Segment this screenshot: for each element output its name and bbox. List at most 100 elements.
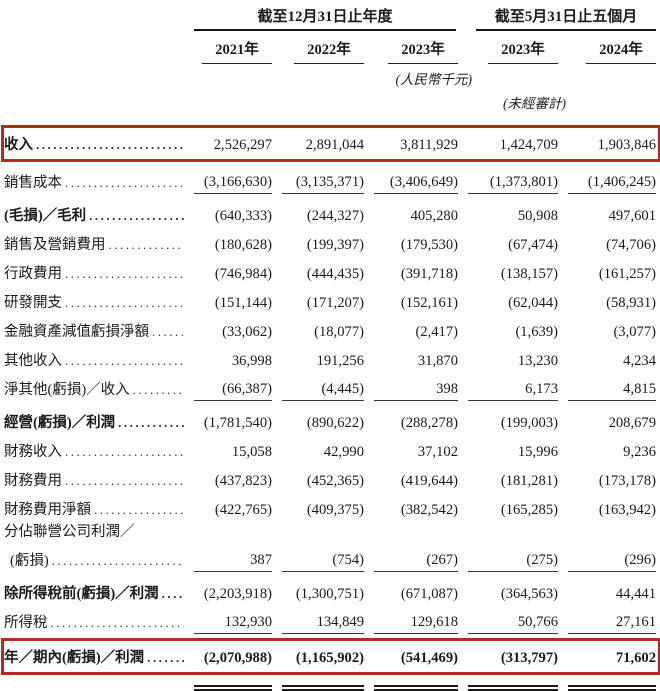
value-2021: 387 xyxy=(194,552,272,572)
dot-leader: ........................................… xyxy=(94,502,184,517)
value-2023: 129,618 xyxy=(374,614,458,634)
double-underline xyxy=(282,678,364,691)
value-2022: (244,327) xyxy=(306,208,364,224)
double-underline xyxy=(194,678,272,691)
value-2023-5m: (67,474) xyxy=(508,237,558,253)
row-label: 分佔聯營公司利潤／ xyxy=(4,524,135,540)
value-2021: 36,998 xyxy=(231,353,272,369)
highlight-box: 收入......................................… xyxy=(1,125,660,162)
value-2023: (179,530) xyxy=(400,237,458,253)
row-label: 財務費用淨額..................................… xyxy=(4,498,184,521)
value-2022: (199,397) xyxy=(306,237,364,253)
table-row: 淨其他(虧損)／收入..............................… xyxy=(4,372,658,401)
row-label: 除所得稅前(虧損)／利潤............................… xyxy=(4,582,184,605)
value-2023-5m: (313,797) xyxy=(500,650,558,666)
value-2023-5m: (1,373,801) xyxy=(468,174,558,194)
value-2022: (18,077) xyxy=(314,324,364,340)
dot-leader: ........................................… xyxy=(132,382,184,397)
value-2024-5m: (3,077) xyxy=(613,324,656,340)
table-row: 經營(虧損)／利潤...............................… xyxy=(4,405,658,434)
row-label: 銷售成本....................................… xyxy=(4,175,184,191)
value-2022: (1,165,902) xyxy=(295,650,364,666)
value-2023-5m: 13,230 xyxy=(517,353,558,369)
double-underline-row xyxy=(4,678,658,691)
table-row: 年／期內(虧損)／利潤.............................… xyxy=(4,643,658,669)
table-header-years: 2021年 2022年 2023年 2023年 2024年 xyxy=(4,38,658,64)
row-label: 金融資產減值虧損淨額..............................… xyxy=(4,320,184,343)
table-row: 研發開支....................................… xyxy=(4,285,658,314)
double-underline xyxy=(374,678,458,691)
double-underline xyxy=(568,678,656,691)
value-2021: (180,628) xyxy=(214,237,272,253)
year-header-2021: 2021年 xyxy=(202,38,272,64)
value-2023: (541,469) xyxy=(400,650,458,666)
value-2024-5m: 497,601 xyxy=(608,208,656,224)
value-2024-5m: (296) xyxy=(568,552,656,572)
row-label: 行政費用....................................… xyxy=(4,266,184,282)
value-2023: 3,811,929 xyxy=(400,137,458,153)
value-2023: (2,417) xyxy=(415,324,458,340)
value-2023: (419,644) xyxy=(400,473,458,489)
value-2021: (3,166,630) xyxy=(194,174,272,194)
value-2023-5m: (199,003) xyxy=(500,415,558,431)
value-2024-5m: 44,441 xyxy=(615,586,656,602)
value-2023-5m: (1,639) xyxy=(515,324,558,340)
row-label: 財務收入....................................… xyxy=(4,444,184,460)
table-row: (虧損)....................................… xyxy=(4,543,658,572)
value-2023: (391,718) xyxy=(400,266,458,282)
value-2024-5m: 1,903,846 xyxy=(597,137,656,153)
value-2022: (3,135,371) xyxy=(282,174,364,194)
value-2022: (409,375) xyxy=(306,502,364,518)
table-row: 所得稅.....................................… xyxy=(4,605,658,634)
value-2023: (3,406,649) xyxy=(374,174,458,194)
value-2021: 132,930 xyxy=(194,614,272,634)
dot-leader: ........................................… xyxy=(36,137,184,152)
value-2023: (267) xyxy=(374,552,458,572)
value-2023: (382,542) xyxy=(400,502,458,518)
currency-note: (人民幣千元) xyxy=(395,72,473,87)
dot-leader: ........................................… xyxy=(89,208,184,223)
value-2024-5m: (163,942) xyxy=(598,502,656,518)
currency-note-row: (人民幣千元) xyxy=(4,64,658,88)
value-2023: 398 xyxy=(374,381,458,401)
table-row: 其他收入....................................… xyxy=(4,343,658,372)
value-2023: 31,870 xyxy=(417,353,458,369)
dot-leader: ........................................… xyxy=(65,295,184,310)
dot-leader: ........................................… xyxy=(65,353,184,368)
dot-leader: ........................................… xyxy=(147,650,184,665)
value-2022: 2,891,044 xyxy=(305,137,364,153)
year-header-2023: 2023年 xyxy=(388,38,458,64)
value-2023-5m: (62,044) xyxy=(508,295,558,311)
header-group-annual: 截至12月31日止年度 xyxy=(194,5,456,31)
table-row: (毛損)／毛利.................................… xyxy=(4,198,658,227)
value-2022: 191,256 xyxy=(316,353,364,369)
value-2023-5m: (275) xyxy=(468,552,558,572)
value-2024-5m: (74,706) xyxy=(606,237,656,253)
table-row: 財務費用....................................… xyxy=(4,463,658,492)
table-row: 財務收入....................................… xyxy=(4,434,658,463)
value-2021: (33,062) xyxy=(222,324,272,340)
value-2023-5m: 50,766 xyxy=(468,614,558,634)
value-2024-5m: (1,406,245) xyxy=(568,174,656,194)
year-header-2023-interim: 2023年 xyxy=(488,38,558,64)
value-2024-5m: 4,234 xyxy=(623,353,656,369)
dot-leader: ........................................… xyxy=(65,444,184,459)
value-2022: (890,622) xyxy=(306,415,364,431)
value-2023: (288,278) xyxy=(400,415,458,431)
value-2024-5m: (58,931) xyxy=(606,295,656,311)
value-2024-5m: (161,257) xyxy=(598,266,656,282)
value-2021: (746,984) xyxy=(214,266,272,282)
value-2024-5m: 27,161 xyxy=(568,614,656,634)
double-underline xyxy=(468,678,558,691)
unaudited-note-row: (未經審計) xyxy=(4,88,658,112)
table-header-groups: 截至12月31日止年度 截至5月31日止五個月 xyxy=(4,5,658,31)
value-2022: 134,849 xyxy=(282,614,364,634)
row-label: 財務費用....................................… xyxy=(4,473,184,489)
value-2021: (151,144) xyxy=(214,295,272,311)
value-2023: (671,087) xyxy=(400,586,458,602)
value-2022: (171,207) xyxy=(306,295,364,311)
table-row-label-line1: 分佔聯營公司利潤／ xyxy=(4,521,658,543)
row-label: 淨其他(虧損)／收入..............................… xyxy=(4,382,184,398)
table-row: 銷售成本....................................… xyxy=(4,165,658,194)
